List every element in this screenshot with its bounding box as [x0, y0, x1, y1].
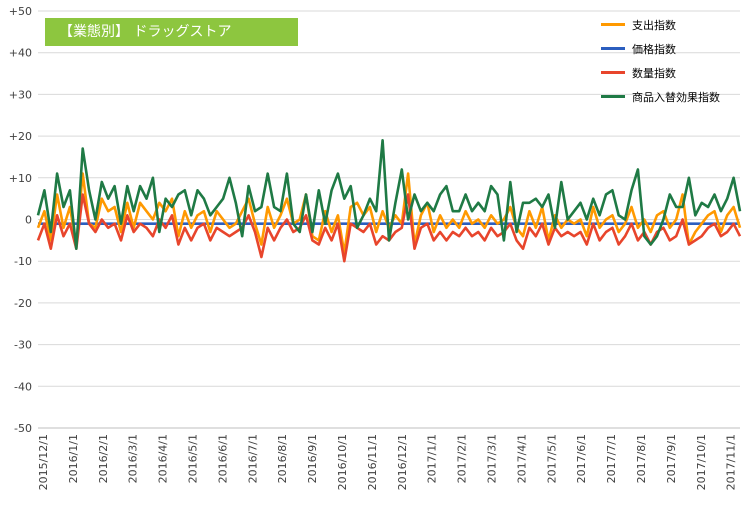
x-tick-label: 2017/9/1 — [665, 434, 678, 483]
x-tick-label: 2015/12/1 — [37, 434, 50, 490]
y-tick-label: -50 — [14, 422, 32, 435]
legend-label: 商品入替効果指数 — [632, 91, 720, 104]
chart-title: 【業態別】 ドラッグストア — [45, 18, 298, 46]
x-tick-label: 2016/12/1 — [396, 434, 409, 490]
x-tick-label: 2016/4/1 — [157, 434, 170, 483]
legend-item-quantity: 数量指数 — [601, 62, 746, 86]
y-tick-label: 0 — [25, 214, 32, 227]
y-tick-label: +50 — [9, 5, 32, 18]
x-tick-label: 2016/8/1 — [276, 434, 289, 483]
x-tick-label: 2017/8/1 — [635, 434, 648, 483]
legend-swatch — [601, 71, 625, 74]
legend: 支出指数 価格指数 数量指数 商品入替効果指数 — [601, 14, 746, 110]
x-tick-label: 2017/5/1 — [545, 434, 558, 483]
legend-swatch — [601, 95, 625, 98]
x-axis: 2015/12/1 2016/1/1 2016/2/1 2016/3/1 2016/4/… — [37, 427, 740, 490]
x-tick-label: 2016/7/1 — [246, 434, 259, 483]
x-tick-label: 2017/3/1 — [486, 434, 499, 483]
series-lines — [36, 139, 742, 263]
legend-item-price: 価格指数 — [601, 38, 746, 62]
x-tick-label: 2017/4/1 — [515, 434, 528, 483]
legend-item-spending: 支出指数 — [601, 14, 746, 38]
y-tick-label: +20 — [9, 130, 32, 143]
x-tick-label: 2016/1/1 — [67, 434, 80, 483]
x-tick-label: 2017/6/1 — [575, 434, 588, 483]
x-tick-label: 2017/2/1 — [456, 434, 469, 483]
legend-swatch — [601, 23, 625, 26]
y-tick-label: +30 — [9, 88, 32, 101]
y-tick-label: -20 — [14, 297, 32, 310]
x-tick-label: 2016/5/1 — [187, 434, 200, 483]
y-tick-label: -30 — [14, 339, 32, 352]
series-line-4 — [36, 139, 742, 250]
y-axis: +50 +40 +30 +20 +10 0 -10 -20 -30 -40 -50 — [9, 5, 32, 435]
legend-swatch — [601, 47, 625, 50]
y-tick-label: +10 — [9, 172, 32, 185]
legend-label: 数量指数 — [632, 67, 676, 80]
legend-item-product-replacement: 商品入替効果指数 — [601, 86, 746, 110]
x-tick-label: 2016/3/1 — [127, 434, 140, 483]
x-tick-label: 2016/6/1 — [216, 434, 229, 483]
x-tick-label: 2017/11/1 — [725, 434, 738, 490]
x-tick-label: 2017/7/1 — [605, 434, 618, 483]
legend-label: 支出指数 — [632, 19, 676, 32]
legend-label: 価格指数 — [632, 43, 676, 56]
y-tick-label: -40 — [14, 380, 32, 393]
x-tick-label: 2016/9/1 — [306, 434, 319, 483]
x-tick-label: 2016/11/1 — [366, 434, 379, 490]
y-tick-label: -10 — [14, 255, 32, 268]
x-tick-label: 2017/1/1 — [426, 434, 439, 483]
x-tick-label: 2017/10/1 — [695, 434, 708, 490]
y-tick-label: +40 — [9, 47, 32, 60]
x-tick-label: 2016/10/1 — [336, 434, 349, 490]
x-tick-label: 2016/2/1 — [97, 434, 110, 483]
